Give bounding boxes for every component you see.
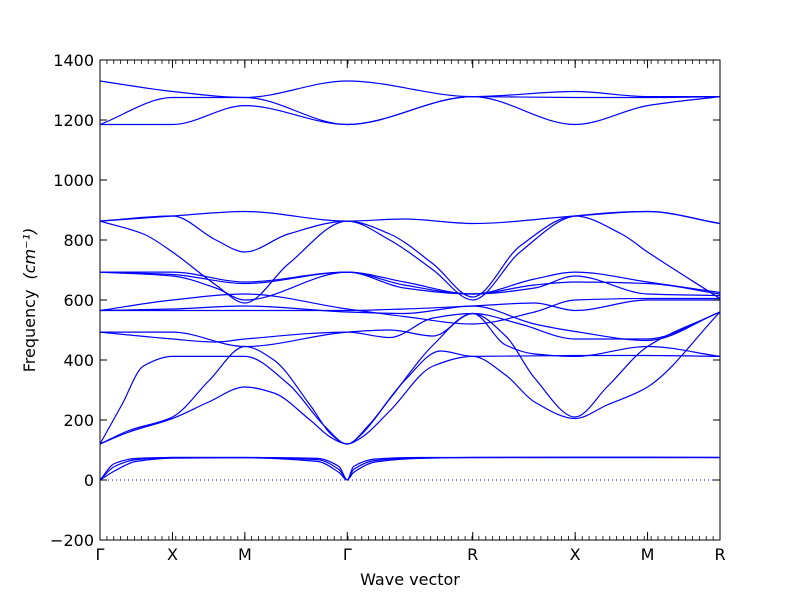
x-tick-label: Γ <box>343 545 352 564</box>
band-line-18 <box>100 80 720 99</box>
band-line-20 <box>100 95 720 126</box>
band-line-11 <box>100 293 720 325</box>
band-line-9 <box>100 299 720 312</box>
x-tick-label: M <box>238 545 252 564</box>
x-tick-label: X <box>167 545 178 564</box>
y-tick-label: 800 <box>63 231 94 250</box>
y-tick-label: 0 <box>84 471 94 490</box>
x-tick-label: R <box>467 545 478 564</box>
x-axis-title: Wave vector <box>360 570 460 589</box>
band-line-17 <box>100 210 720 225</box>
y-tick-label: 1400 <box>53 51 94 70</box>
x-tick-label: R <box>714 545 725 564</box>
y-tick-label: 400 <box>63 351 94 370</box>
band-line-8 <box>100 311 720 343</box>
x-tick-label: Γ <box>96 545 105 564</box>
y-tick-label: 600 <box>63 291 94 310</box>
plot-frame <box>99 59 721 541</box>
x-tick-label: X <box>570 545 581 564</box>
band-line-15 <box>100 215 720 304</box>
y-tick-label: 200 <box>63 411 94 430</box>
y-tick-label: −200 <box>50 531 94 550</box>
y-tick-label: 1200 <box>53 111 94 130</box>
y-axis-title-unit: (cm⁻¹) <box>20 228 39 280</box>
band-line-14 <box>100 271 720 301</box>
band-line-12 <box>100 271 720 295</box>
y-tick-label: 1000 <box>53 171 94 190</box>
band-line-3 <box>100 456 720 481</box>
band-line-4 <box>100 311 720 445</box>
x-tick-label: M <box>641 545 655 564</box>
y-axis-title: Frequency (cm⁻¹) <box>20 228 39 372</box>
band-line-7 <box>100 312 720 358</box>
band-line-10 <box>100 305 720 342</box>
y-axis-title-text: Frequency <box>20 290 39 373</box>
bands-layer <box>100 80 720 481</box>
